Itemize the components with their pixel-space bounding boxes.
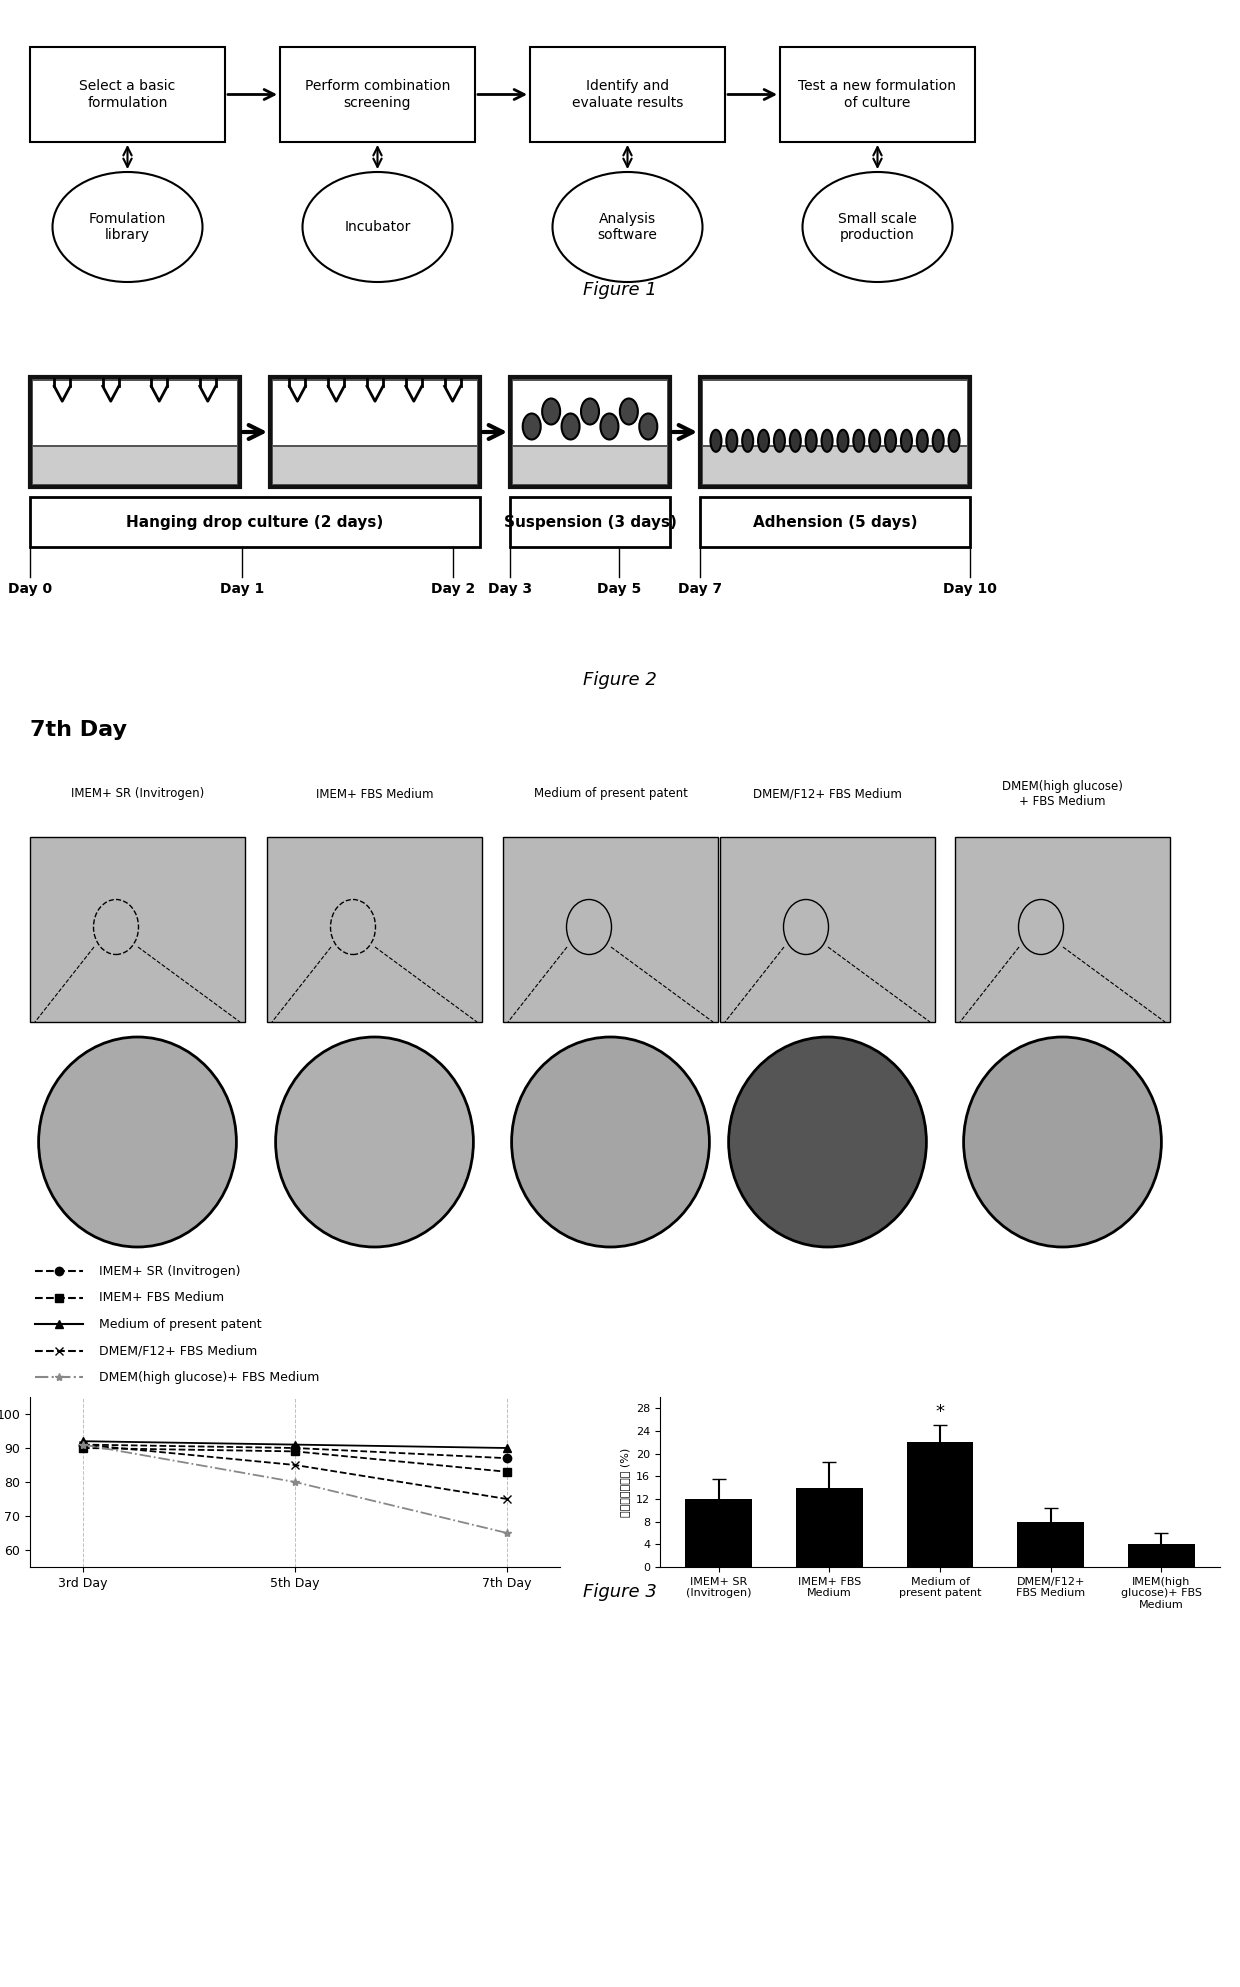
Text: Figure 3: Figure 3 [583,1584,657,1602]
Ellipse shape [582,399,599,425]
Bar [33,447,237,485]
Text: IMEM+ SR (Invitrogen): IMEM+ SR (Invitrogen) [71,787,205,801]
Ellipse shape [837,429,848,451]
Bar [273,382,477,445]
Ellipse shape [275,1037,474,1248]
Text: Medium of present patent: Medium of present patent [533,787,687,801]
Ellipse shape [743,429,753,451]
Text: Hanging drop culture (2 days): Hanging drop culture (2 days) [126,515,383,529]
Text: Day 3: Day 3 [487,582,532,596]
Text: Adhension (5 days): Adhension (5 days) [753,515,918,529]
Text: Identify and
evaluate results: Identify and evaluate results [572,79,683,109]
Bar [703,447,967,485]
Bar [30,837,246,1021]
Text: DMEM(high glucose)
+ FBS Medium: DMEM(high glucose) + FBS Medium [1002,781,1123,809]
Ellipse shape [711,429,722,451]
Text: IMEM+ FBS Medium: IMEM+ FBS Medium [316,787,433,801]
Ellipse shape [963,1037,1162,1248]
Text: Day 7: Day 7 [678,582,722,596]
Ellipse shape [916,429,928,451]
Bar [267,837,482,1021]
Ellipse shape [932,429,944,451]
Text: Day 0: Day 0 [7,582,52,596]
Text: Medium of present patent: Medium of present patent [99,1317,262,1331]
Ellipse shape [949,429,960,451]
Text: DMEM/F12+ FBS Medium: DMEM/F12+ FBS Medium [99,1345,257,1357]
Bar [273,447,477,485]
Text: *: * [935,1403,945,1421]
Text: Analysis
software: Analysis software [598,213,657,242]
Ellipse shape [774,429,785,451]
Bar [30,48,224,141]
Bar [701,497,970,546]
Bar [513,382,667,445]
Text: Fomulation
library: Fomulation library [89,213,166,242]
Text: Incubator: Incubator [345,221,410,234]
Bar [955,837,1171,1021]
Ellipse shape [620,399,637,425]
Bar [503,837,718,1021]
Bar [1018,1522,1084,1568]
Ellipse shape [562,413,579,439]
Ellipse shape [523,413,541,439]
Ellipse shape [806,429,817,451]
Ellipse shape [303,173,453,282]
Text: Figure 2: Figure 2 [583,672,657,689]
Bar [780,48,975,141]
Text: Day 5: Day 5 [596,582,641,596]
Bar [30,497,480,546]
Text: Test a new formulation
of culture: Test a new formulation of culture [799,79,956,109]
Bar [906,1443,973,1568]
Text: Select a basic
formulation: Select a basic formulation [79,79,176,109]
Text: IMEM+ SR (Invitrogen): IMEM+ SR (Invitrogen) [99,1264,241,1278]
Text: Day 2: Day 2 [430,582,475,596]
Ellipse shape [758,429,769,451]
Bar [701,378,970,487]
Ellipse shape [512,1037,709,1248]
Text: 7th Day: 7th Day [30,719,126,739]
Bar [1128,1544,1194,1568]
Bar [33,382,237,445]
Ellipse shape [869,429,880,451]
Ellipse shape [553,173,703,282]
Ellipse shape [822,429,832,451]
Ellipse shape [640,413,657,439]
Text: IMEM+ FBS Medium: IMEM+ FBS Medium [99,1292,224,1303]
Ellipse shape [38,1037,237,1248]
Bar [30,378,241,487]
Ellipse shape [790,429,801,451]
Y-axis label: 心肌细胞分化率 (%): 心肌细胞分化率 (%) [620,1447,630,1516]
Bar [529,48,725,141]
Text: Perform combination
screening: Perform combination screening [305,79,450,109]
Bar [686,1498,751,1568]
Ellipse shape [600,413,619,439]
Ellipse shape [52,173,202,282]
Ellipse shape [727,429,738,451]
Ellipse shape [901,429,911,451]
Text: DMEM/F12+ FBS Medium: DMEM/F12+ FBS Medium [753,787,901,801]
Bar [720,837,935,1021]
Ellipse shape [853,429,864,451]
Text: Small scale
production: Small scale production [838,213,916,242]
Bar [796,1488,863,1568]
Bar [513,447,667,485]
Ellipse shape [885,429,897,451]
Bar [270,378,480,487]
Ellipse shape [802,173,952,282]
Text: Figure 1: Figure 1 [583,280,657,298]
Bar [280,48,475,141]
Bar [703,382,967,445]
Ellipse shape [542,399,560,425]
Text: Day 1: Day 1 [219,582,264,596]
Ellipse shape [729,1037,926,1248]
Bar [510,378,670,487]
Bar [510,497,670,546]
Text: Day 10: Day 10 [944,582,997,596]
Text: DMEM(high glucose)+ FBS Medium: DMEM(high glucose)+ FBS Medium [99,1371,319,1383]
Text: Suspension (3 days): Suspension (3 days) [503,515,677,529]
